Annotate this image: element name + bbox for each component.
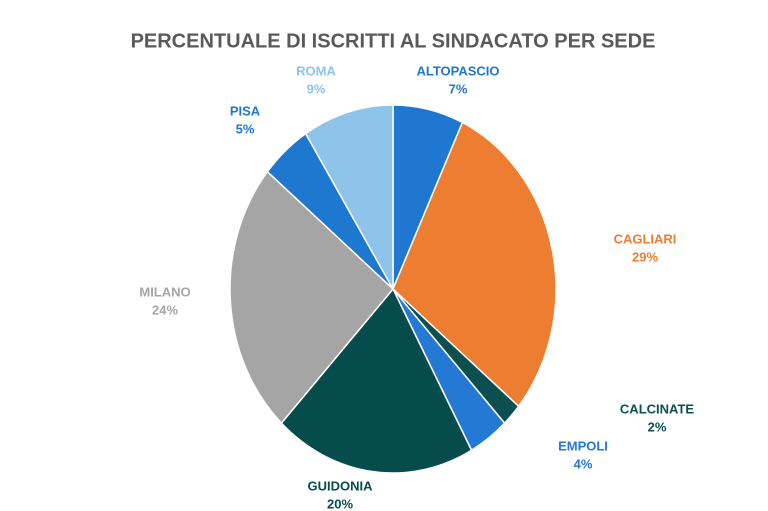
slice-value-label: 20%	[327, 496, 353, 511]
slice-value-label: 5%	[236, 121, 255, 136]
slice-label: CAGLIARI	[614, 231, 677, 246]
chart-title: PERCENTUALE DI ISCRITTI AL SINDACATO PER…	[131, 30, 656, 52]
pie-slice	[280, 287, 473, 474]
slice-label: MILANO	[139, 284, 190, 299]
slice-label: PISA	[230, 103, 261, 118]
pie-slice	[229, 170, 395, 425]
pie-slice	[392, 121, 557, 408]
slice-label: GUIDONIA	[308, 478, 374, 493]
slice-value-label: 29%	[632, 249, 658, 264]
slice-value-label: 4%	[574, 456, 593, 471]
slice-value-label: 24%	[152, 302, 178, 317]
slice-label: ALTOPASCIO	[416, 63, 499, 78]
slice-value-label: 7%	[449, 81, 468, 96]
pie-slice	[304, 104, 394, 292]
slice-label: EMPOLI	[558, 438, 608, 453]
slice-value-label: 9%	[307, 81, 326, 96]
slice-label: ROMA	[296, 63, 336, 78]
slice-label: CALCINATE	[620, 401, 694, 416]
slice-value-label: 2%	[648, 419, 667, 434]
